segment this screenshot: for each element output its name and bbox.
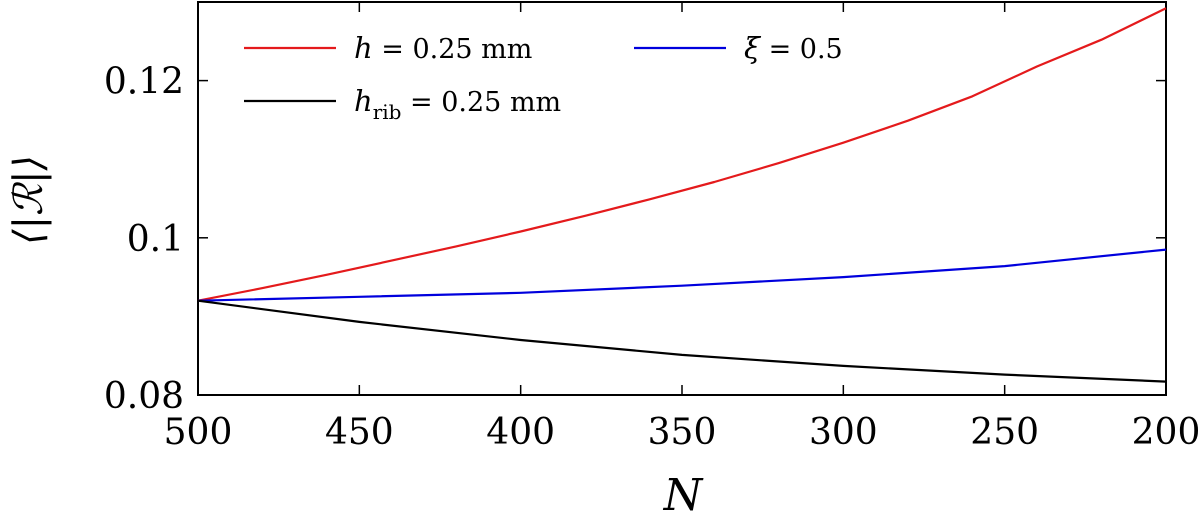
y-tick-label: 0.1 (127, 219, 184, 260)
x-tick-label: 250 (970, 412, 1039, 453)
axes: 500 450 400 350 300 250 200 0.08 0.1 0.12 (104, 1, 1200, 453)
series-line-2 (197, 248, 1167, 302)
y-tick-label: 0.12 (104, 62, 184, 103)
legend-symbol: h (354, 84, 373, 118)
legend-subscript: rib (373, 100, 402, 124)
y-tick-label: 0.08 (104, 376, 184, 417)
legend-value: = 0.5 (760, 34, 843, 65)
x-tick-label: 500 (164, 412, 233, 453)
series-line-1 (197, 7, 1167, 302)
series-line-3 (197, 299, 1167, 383)
x-tick-label: 200 (1132, 412, 1200, 453)
legend-symbol: h (354, 31, 373, 65)
legend-entry-1: h = 0.25 mm (354, 31, 532, 65)
legend-symbol: ξ (744, 31, 762, 65)
legend-value: = 0.25 mm (401, 87, 561, 118)
x-tick-label: 450 (325, 412, 394, 453)
series-lines (197, 7, 1167, 383)
plot-frame (197, 1, 1167, 396)
legend-entry-3: hrib = 0.25 mm (354, 84, 561, 124)
x-tick-label: 300 (809, 412, 878, 453)
x-tick-label: 400 (486, 412, 555, 453)
y-axis-label: ⟨|ℛ|⟩ (6, 155, 52, 245)
x-tick-label: 350 (648, 412, 717, 453)
legend-value: = 0.25 mm (373, 34, 533, 65)
legend-entry-2: ξ = 0.5 (744, 31, 843, 65)
x-axis-label: N (663, 470, 704, 521)
